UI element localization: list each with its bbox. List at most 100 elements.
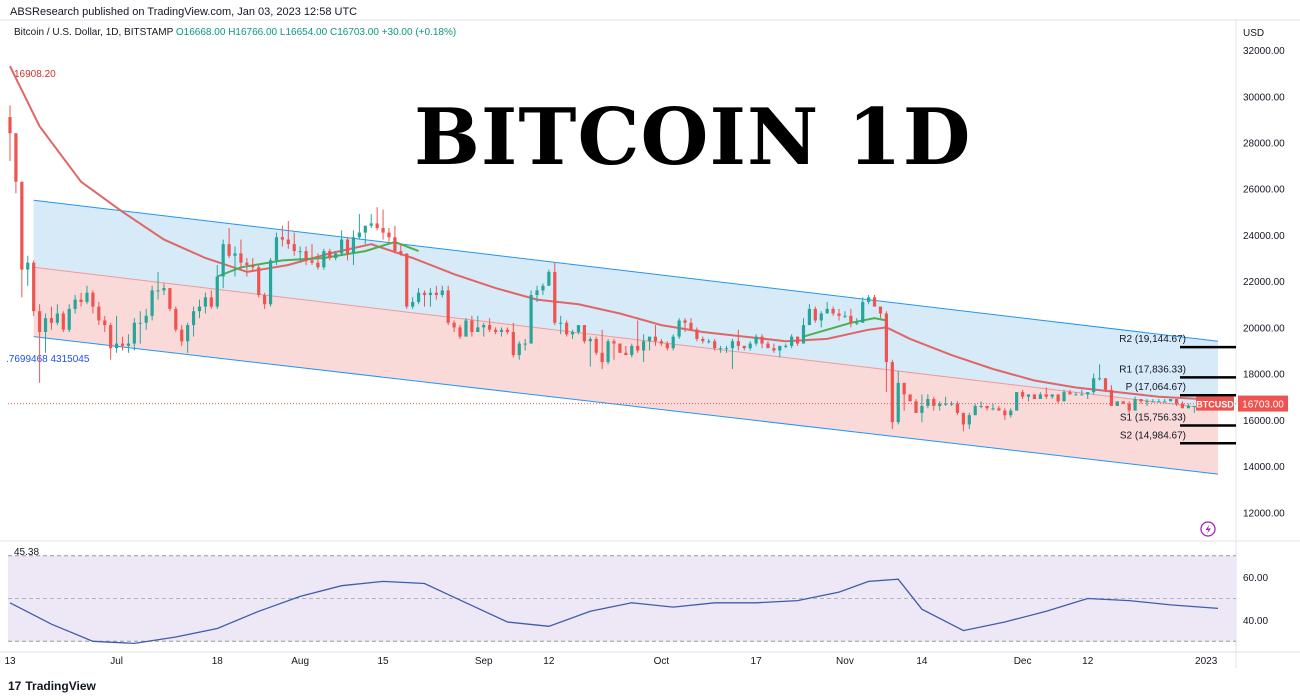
candle-body	[268, 260, 273, 305]
candle-body	[618, 343, 622, 353]
high-value: H16766.00	[228, 27, 278, 38]
candle-body	[736, 341, 740, 346]
candle-body	[91, 292, 95, 307]
candle-body	[920, 405, 924, 413]
candle-body	[1103, 378, 1108, 390]
candle-body	[209, 297, 213, 307]
candle-body	[464, 320, 468, 337]
candle-body	[357, 232, 361, 238]
time-tick-label: Oct	[654, 656, 670, 667]
candle-body	[340, 239, 344, 254]
candle-body	[855, 322, 859, 324]
candle-body	[985, 405, 989, 409]
candle-body	[1133, 399, 1137, 411]
candle-body	[251, 264, 255, 268]
candle-body	[1050, 394, 1054, 397]
candle-body	[126, 343, 131, 346]
candle-body	[1026, 394, 1031, 397]
price-tick-label: 14000.00	[1243, 462, 1285, 473]
candle-body	[1139, 399, 1143, 402]
fib-label: .7699468 4315045	[6, 354, 90, 365]
candle-body	[991, 408, 995, 410]
price-tick-label: 24000.00	[1243, 231, 1285, 242]
channel-middle-line	[33, 266, 1219, 410]
symbol-name: Bitcoin / U.S. Dollar, 1D, BITSTAMP	[14, 27, 174, 38]
time-tick-label: 13	[4, 656, 16, 667]
candle-body	[55, 313, 59, 323]
candle-body	[168, 288, 172, 309]
rsi-tick-label: 40.00	[1243, 616, 1268, 627]
candle-body	[730, 341, 735, 349]
lightning-icon	[1205, 524, 1211, 534]
candle-body	[778, 345, 782, 351]
candle-body	[215, 276, 219, 307]
time-tick-label: Sep	[475, 656, 493, 667]
candle-body	[647, 336, 652, 342]
price-tick-label: 22000.00	[1243, 277, 1285, 288]
candle-body	[180, 329, 184, 342]
candle-body	[405, 253, 409, 307]
candle-body	[630, 345, 634, 356]
tradingview-logo[interactable]: 17 TradingView	[8, 679, 96, 693]
candle-body	[1163, 401, 1167, 403]
change-value: +30.00 (+0.18%)	[381, 27, 457, 38]
candle-body	[624, 352, 628, 356]
candle-body	[434, 292, 438, 296]
candle-body	[1127, 403, 1131, 411]
candle-body	[837, 313, 841, 316]
symbol-tag-box	[1196, 396, 1234, 411]
candle-body	[49, 318, 54, 323]
candle-body	[843, 315, 847, 317]
candle-body	[926, 399, 930, 406]
candle-body	[8, 117, 12, 134]
candle-body	[292, 244, 296, 252]
channel-upper-line	[33, 199, 1219, 342]
rsi-tick-label: 60.00	[1243, 573, 1268, 584]
time-tick-label: 14	[916, 656, 928, 667]
candle-body	[387, 232, 391, 238]
candle-body	[671, 336, 675, 349]
lightning-icon	[1200, 521, 1216, 537]
candle-body	[790, 336, 794, 346]
channel-lower-line	[33, 336, 1219, 475]
close-value: C16703.00	[329, 27, 379, 38]
candle-body	[973, 405, 977, 416]
candle-body	[174, 308, 178, 330]
candle-body	[482, 325, 486, 328]
time-tick-label: 12	[1082, 656, 1094, 667]
price-tick-label: 12000.00	[1243, 508, 1285, 519]
candle-body	[274, 237, 279, 261]
candle-body	[304, 251, 308, 261]
candle-body	[505, 329, 510, 332]
candle-body	[1186, 405, 1190, 409]
candle-body	[582, 325, 586, 342]
candle-body	[713, 341, 717, 349]
candle-body	[162, 288, 166, 291]
candle-body	[345, 239, 350, 254]
candle-body	[416, 292, 421, 302]
high-marker-label: 16908.20	[14, 69, 56, 80]
candle-body	[701, 338, 705, 342]
candle-body	[120, 343, 125, 346]
tradingview-logo-icon: 17	[8, 679, 22, 693]
candle-body	[470, 320, 474, 332]
time-tick-label: Aug	[291, 656, 309, 667]
candle-body	[831, 308, 835, 314]
candle-body	[541, 285, 545, 291]
channel-lower-fill	[33, 267, 1218, 475]
candle-body	[1074, 394, 1078, 396]
candle-body	[1003, 410, 1007, 416]
rsi-value-label: 45.38	[14, 547, 39, 558]
candle-body	[32, 262, 36, 312]
candle-body	[861, 301, 865, 323]
pivot-label: P (17,064.67)	[1126, 382, 1186, 393]
candle-body	[772, 348, 776, 351]
candle-body	[819, 313, 823, 321]
candle-body	[511, 332, 515, 356]
candle-body	[1192, 405, 1196, 407]
time-tick-label: Dec	[1014, 656, 1032, 667]
time-tick-label: 18	[212, 656, 224, 667]
symbol-legend: Bitcoin / U.S. Dollar, 1D, BITSTAMP O166…	[14, 27, 456, 38]
candle-body	[813, 308, 817, 321]
